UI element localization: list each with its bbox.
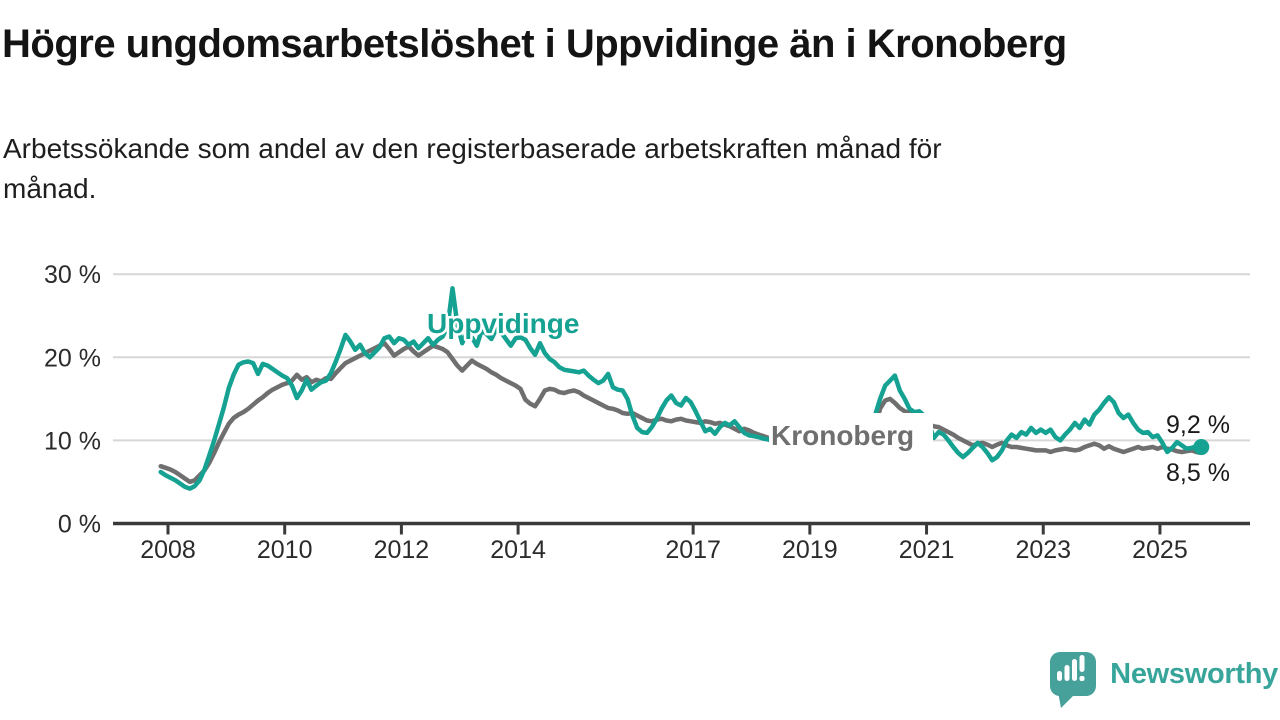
y-tick-label-10: 10 % [44,427,101,455]
chart-subtitle-line2: månad. [3,173,97,204]
series-label-kronoberg: Kronoberg [771,420,914,451]
series-line-uppvidinge [158,286,1204,491]
x-tick-label-2014: 2014 [490,536,546,564]
series-end-dot-uppvidinge [1193,439,1210,456]
y-tick-label-0: 0 % [58,511,101,539]
y-tick-label-30: 30 % [44,261,101,289]
y-tick-label-20: 20 % [44,344,101,372]
x-tick-label-2017: 2017 [665,536,721,564]
x-tick-label-2023: 2023 [1015,536,1071,564]
x-tick-label-2008: 2008 [140,536,196,564]
x-tick-label-2025: 2025 [1132,536,1188,564]
end-value-label-uppvidinge: 9,2 % [1166,411,1230,439]
series-label-uppvidinge: Uppvidinge [427,308,579,339]
chart-subtitle: Arbetssökande som andel av den registerb… [3,129,942,209]
x-tick-label-2019: 2019 [782,536,838,564]
end-value-label-kronoberg: 8,5 % [1166,459,1230,487]
newsworthy-logo-text: Newsworthy [1110,657,1278,690]
newsworthy-branding: Newsworthy [1049,650,1278,710]
series-line-kronoberg [158,340,1204,485]
newsworthy-logo-icon [1050,652,1097,708]
series-label-backplate-kronoberg [769,413,933,453]
x-tick-label-2010: 2010 [257,536,313,564]
chart-subtitle-line1: Arbetssökande som andel av den registerb… [3,133,942,164]
x-tick-label-2012: 2012 [374,536,430,564]
chart-title: Högre ungdomsarbetslöshet i Uppvidinge ä… [2,22,1067,66]
x-tick-label-2021: 2021 [899,536,955,564]
